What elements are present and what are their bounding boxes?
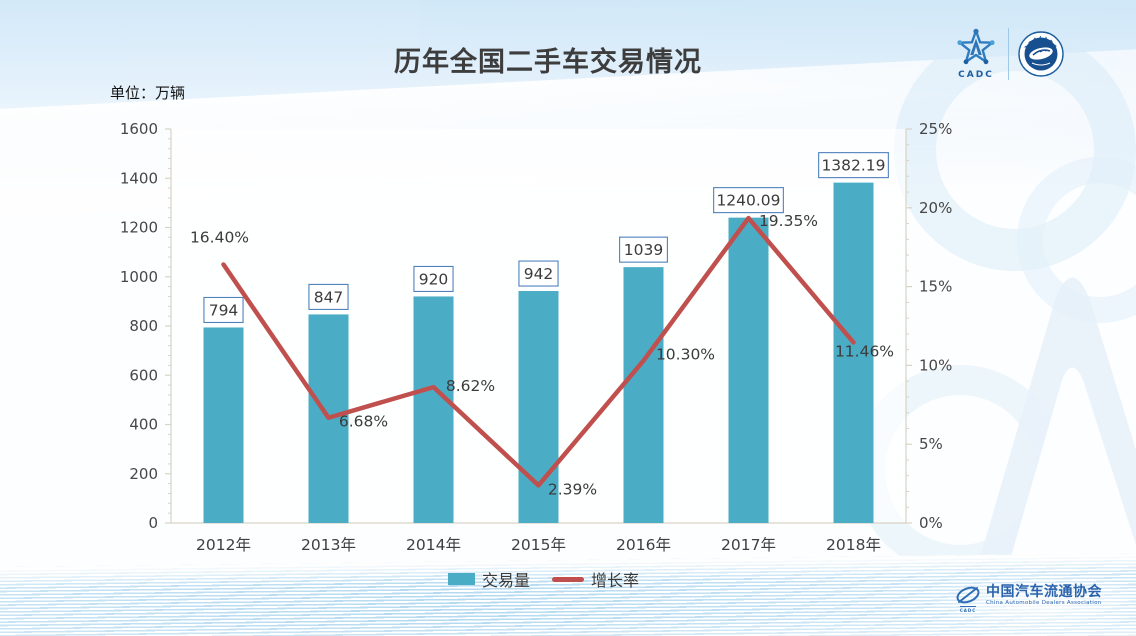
growth-rate-line: [221, 215, 856, 488]
right-axis-tick-label: 10%: [919, 356, 952, 374]
bar-value-box: [203, 296, 244, 324]
bar-value-box: [818, 152, 889, 179]
left-axis-tick-label: 400: [129, 416, 158, 434]
legend-bar-label: 交易量: [482, 571, 531, 590]
unit-label: 单位：万辆: [110, 84, 186, 102]
chart-legend: 交易量 增长率: [448, 568, 639, 590]
legend-line-label: 增长率: [591, 571, 640, 590]
left-axis-tick-label: 1400: [120, 169, 158, 187]
growth-rate-label: 6.68%: [339, 413, 388, 431]
x-axis-label: 2016年: [616, 536, 671, 554]
growth-rate-label: 10.30%: [656, 346, 715, 364]
right-axis-tick-label: 15%: [919, 278, 952, 296]
bar-2014年: [413, 296, 454, 523]
bar-value-box: [413, 265, 454, 293]
growth-rate-label: 19.35%: [759, 212, 818, 230]
page-title: 历年全国二手车交易情况: [394, 47, 702, 78]
association-swoosh-icon: [956, 586, 980, 604]
cadc-acronym: CADC: [958, 70, 994, 80]
bar-value-box: [713, 187, 784, 214]
association-swoosh: CADC: [955, 585, 981, 613]
bar-value-label: 1382.19: [821, 157, 885, 175]
association-footer-logo: CADC 中国汽车流通协会 China Automobile Dealers A…: [955, 585, 1102, 613]
legend-line-swatch: [552, 576, 585, 582]
bar-value-label: 920: [419, 270, 449, 288]
legend-bar-swatch: [448, 573, 475, 585]
left-axis-tick-label: 200: [129, 465, 158, 483]
cadc-star-logo: CADC: [952, 28, 1000, 80]
association-name-cn: 中国汽车流通协会: [986, 584, 1102, 600]
bar-value-label: 1240.09: [716, 192, 780, 210]
x-axis-label: 2015年: [511, 536, 566, 554]
x-axis-label: 2014年: [406, 536, 461, 554]
left-axis-tick-label: 600: [129, 366, 158, 384]
right-axis-tick-label: 20%: [919, 199, 952, 217]
growth-rate-label: 2.39%: [548, 480, 597, 498]
association-seal-icon: [1018, 31, 1064, 77]
bar-value-box: [619, 236, 668, 263]
bar-2012年: [203, 327, 244, 523]
right-axis-tick-label: 0%: [919, 514, 943, 532]
association-name-en: China Automobile Dealers Association: [986, 600, 1102, 606]
right-axis-tick-label: 5%: [919, 435, 943, 453]
x-axis-label: 2013年: [301, 536, 356, 554]
bar-value-label: 1039: [624, 241, 663, 259]
left-axis-tick-label: 1600: [120, 120, 158, 138]
bar-value-box: [308, 283, 349, 310]
left-axis-tick-label: 1000: [120, 268, 158, 286]
bar-2016年: [623, 267, 664, 523]
bar-2017年: [728, 217, 769, 523]
bar-value-label: 794: [209, 301, 239, 319]
right-axis-tick-label: 25%: [919, 120, 952, 138]
growth-rate-label: 11.46%: [835, 342, 894, 360]
left-axis-tick-label: 800: [129, 317, 158, 335]
left-axis-tick-label: 0: [148, 514, 158, 532]
logo-cluster: CADC: [952, 28, 1065, 80]
bar-value-label: 942: [524, 265, 554, 283]
left-axis-tick-label: 1200: [120, 219, 158, 237]
logo-divider: [1008, 28, 1009, 80]
growth-rate-label: 16.40%: [190, 229, 249, 247]
x-axis-label: 2017年: [721, 536, 776, 554]
bar-value-box: [518, 260, 559, 287]
x-axis-label: 2018年: [826, 536, 881, 554]
growth-rate-label: 8.62%: [446, 377, 495, 395]
bar-2018年: [833, 182, 874, 523]
cadc-star-icon: [957, 28, 995, 65]
x-axis-label: 2012年: [196, 536, 251, 554]
bar-value-label: 847: [314, 288, 344, 306]
association-mini-acronym: CADC: [959, 606, 977, 613]
